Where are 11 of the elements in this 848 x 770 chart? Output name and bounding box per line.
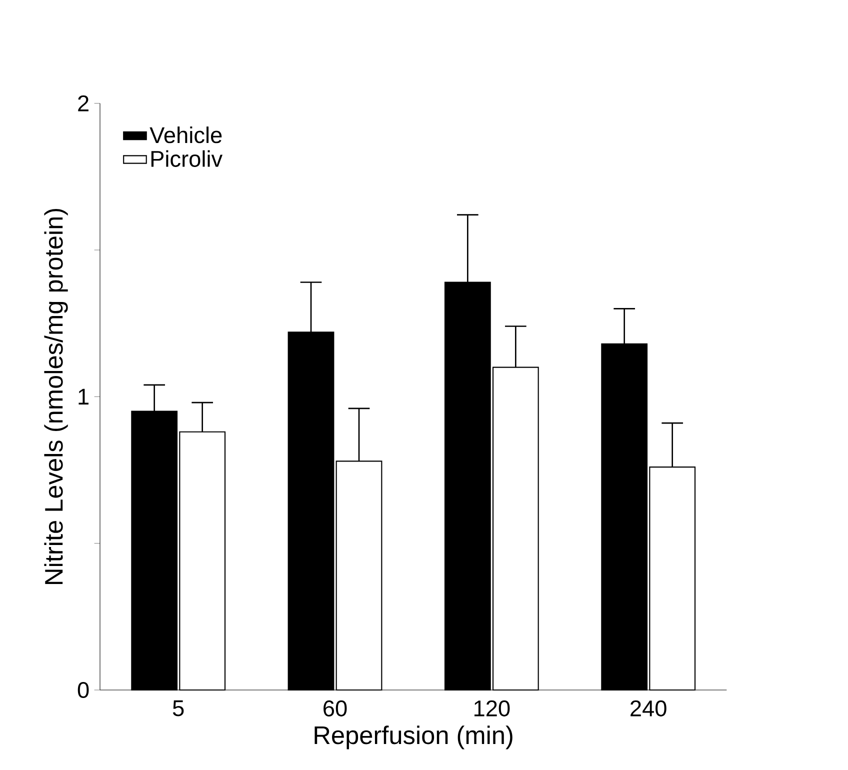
y-tick-label: 1 <box>78 388 88 404</box>
x-tick-label: 240 <box>630 700 666 716</box>
legend-label: Picroliv <box>151 150 223 167</box>
legend-label: Vehicle <box>150 126 222 144</box>
x-axis-title: Reperfusion (min) <box>314 726 512 750</box>
y-tick-label: 2 <box>78 95 88 112</box>
x-tick-label: 120 <box>474 700 510 716</box>
x-tick-label: 5 <box>172 700 184 716</box>
y-axis-title: Nitrite Levels (nmoles/mg protein) <box>44 208 68 584</box>
y-tick-label: 0 <box>78 682 89 698</box>
x-tick-label: 60 <box>324 700 347 716</box>
